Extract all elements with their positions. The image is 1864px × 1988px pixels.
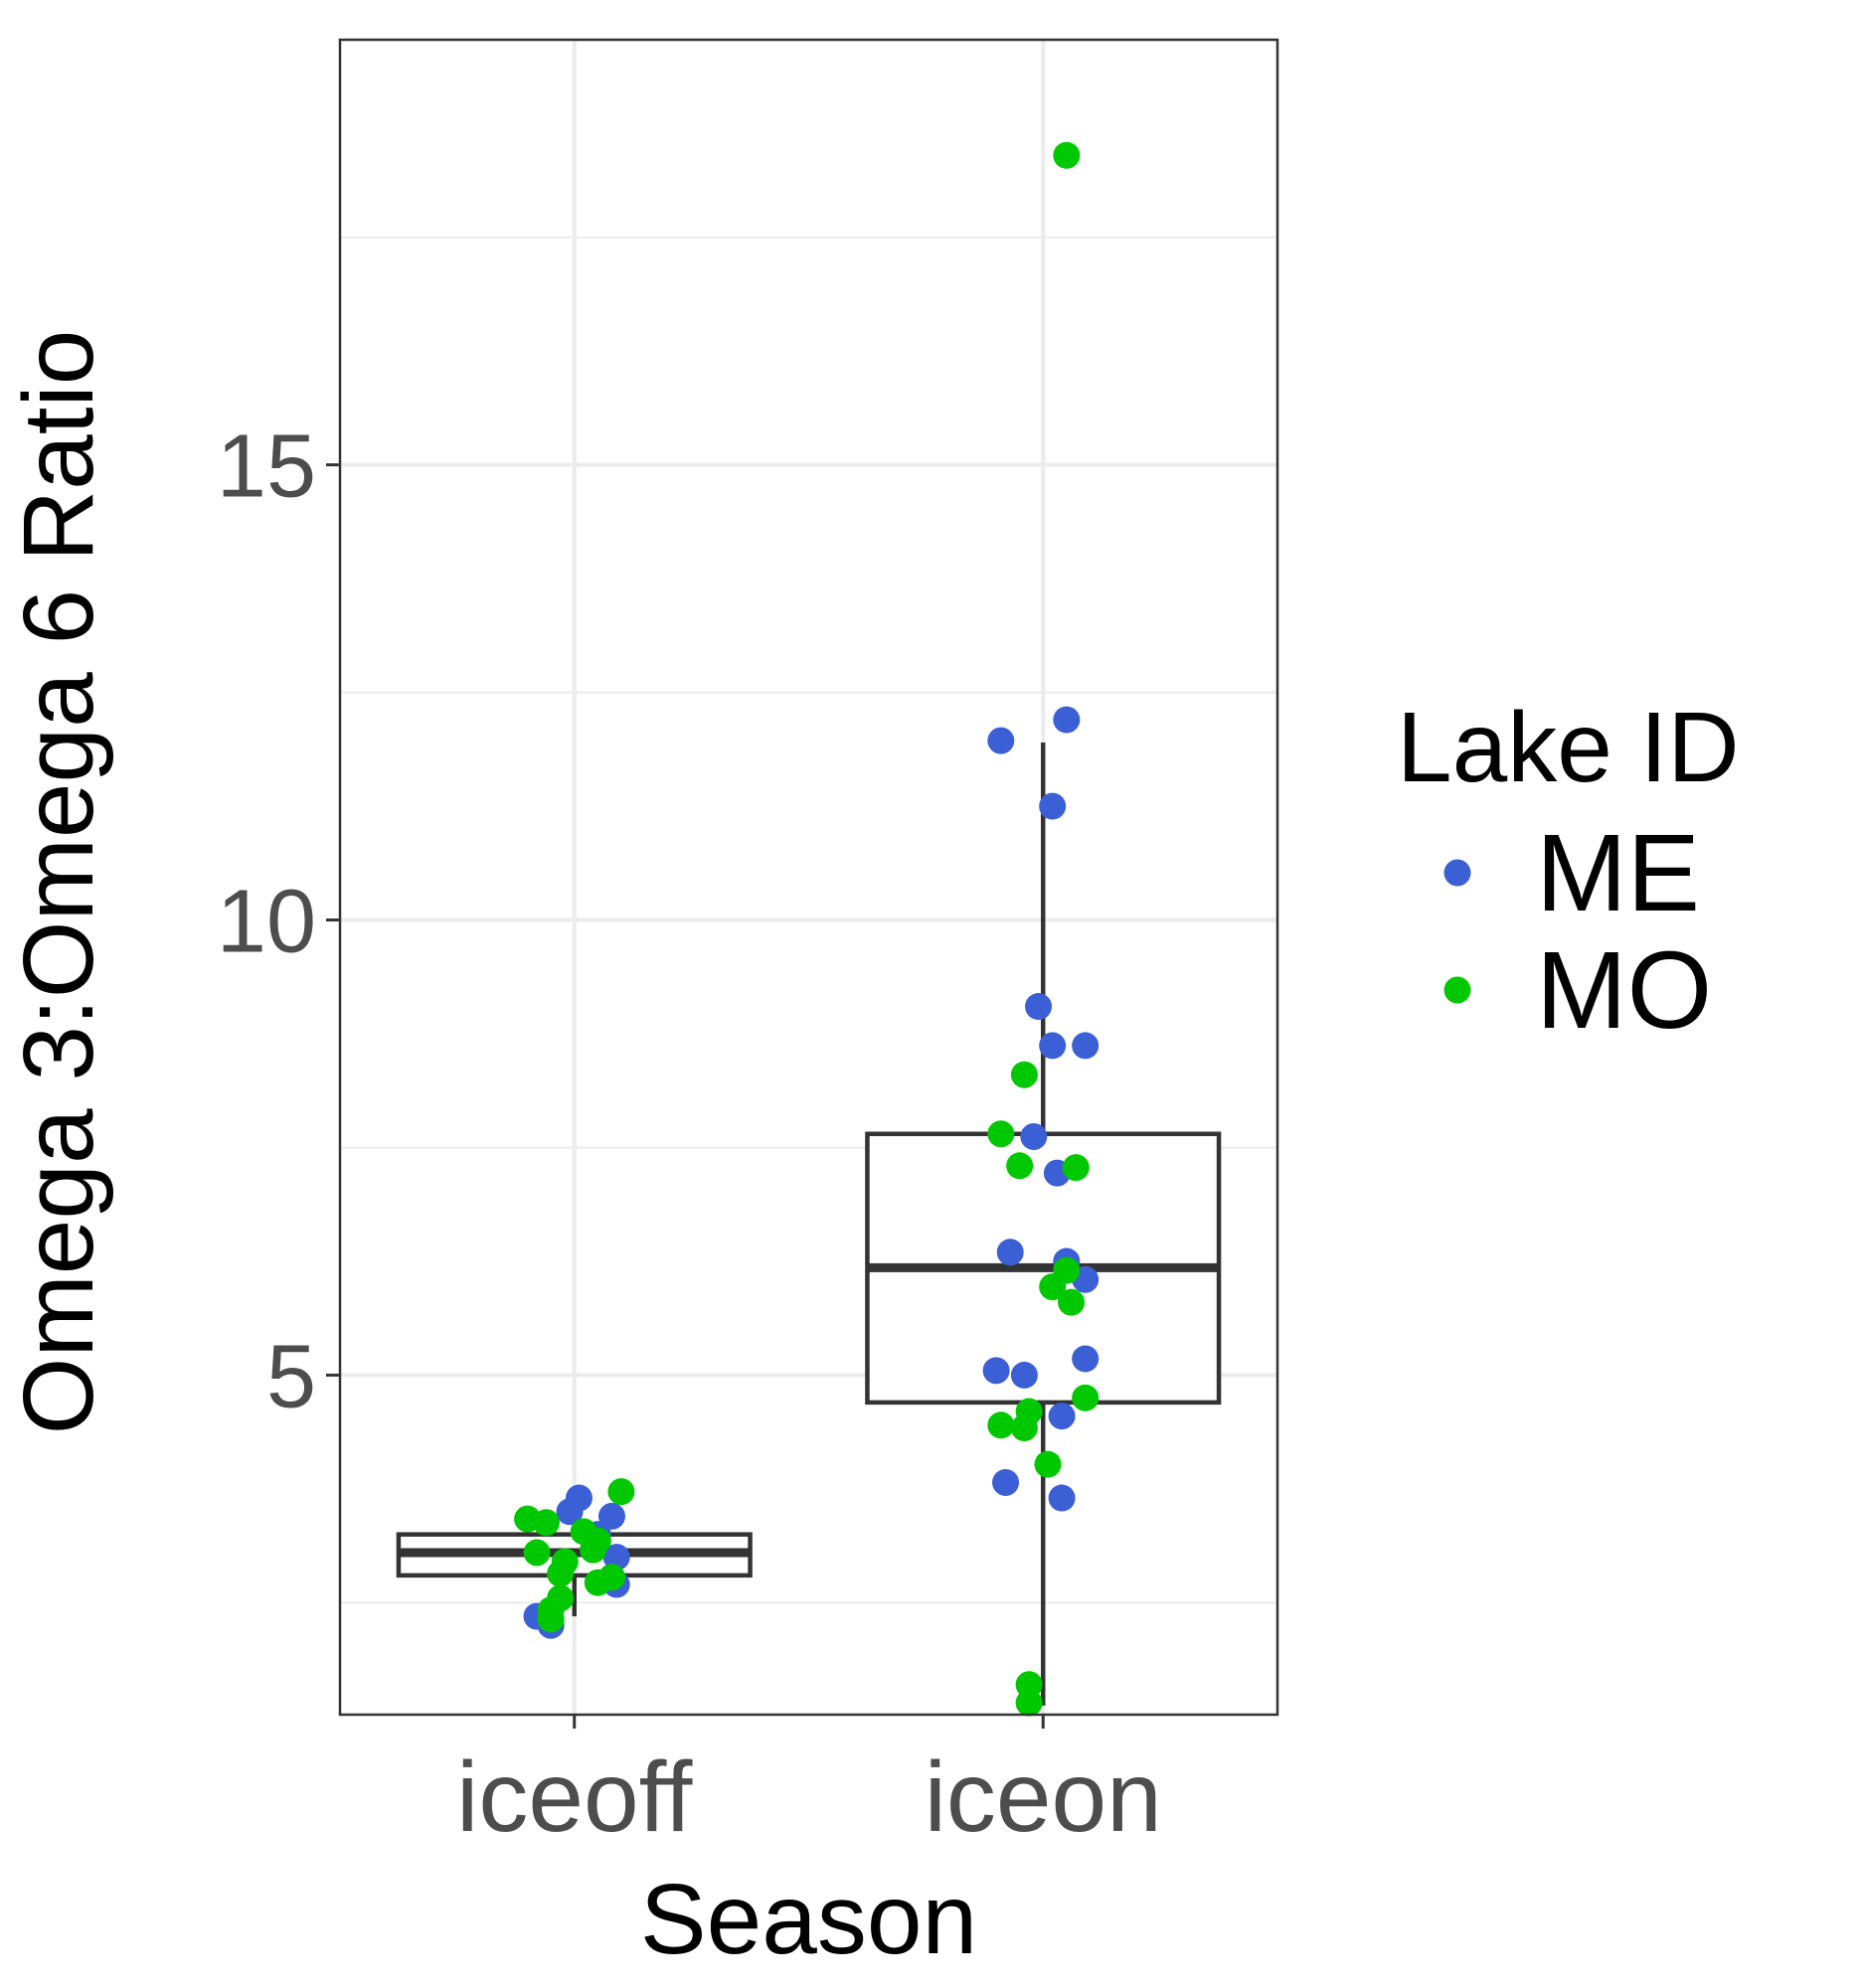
panel-background — [340, 40, 1277, 1715]
data-point-me — [602, 1544, 630, 1572]
x-tick-label: iceon — [925, 1741, 1162, 1853]
data-point-mo — [1053, 141, 1081, 169]
data-point-me — [1053, 706, 1081, 734]
panel-border — [338, 38, 1279, 1717]
data-point-mo — [532, 1509, 560, 1537]
data-point-mo — [1062, 1154, 1090, 1182]
data-point-mo — [1010, 1414, 1038, 1442]
plot-panel — [338, 38, 1279, 1717]
data-point-me — [987, 727, 1015, 754]
data-point-me — [1048, 1403, 1076, 1430]
data-point-mo — [987, 1120, 1015, 1148]
y-tick-label: 10 — [217, 873, 316, 972]
data-point-me — [1048, 1484, 1076, 1512]
data-point-me — [1025, 993, 1053, 1021]
data-point-mo — [537, 1605, 565, 1633]
grid-minor — [340, 236, 1277, 1604]
legend-label-mo: MO — [1536, 929, 1712, 1052]
data-point-me — [1020, 1122, 1048, 1150]
legend-key-mo — [1443, 976, 1471, 1004]
legend-label-me: ME — [1536, 812, 1700, 934]
legend-title: Lake ID — [1397, 692, 1740, 803]
y-tick-label: 5 — [266, 1327, 316, 1426]
legend-key-me — [1443, 859, 1471, 887]
data-point-me — [1039, 792, 1067, 820]
data-point-me — [996, 1239, 1024, 1266]
data-point-mo — [1015, 1689, 1043, 1717]
data-point-me — [992, 1468, 1020, 1496]
x-axis: iceoff iceon — [456, 1715, 1162, 1853]
data-point-me — [1072, 1032, 1100, 1060]
y-tick-label: 15 — [217, 417, 316, 517]
boxes — [396, 742, 1222, 1706]
data-point-mo — [1006, 1152, 1034, 1180]
y-axis: 5 10 15 — [217, 417, 340, 1426]
data-point-me — [1072, 1345, 1100, 1373]
data-points — [514, 141, 1100, 1717]
data-point-mo — [523, 1539, 551, 1567]
data-point-me — [1010, 1361, 1038, 1389]
data-point-mo — [1058, 1288, 1086, 1316]
y-axis-title: Omega 3:Omega 6 Ratio — [3, 330, 114, 1435]
data-point-mo — [987, 1411, 1015, 1439]
data-point-me — [597, 1502, 625, 1530]
data-point-mo — [1010, 1061, 1038, 1088]
data-point-mo — [607, 1478, 635, 1506]
data-point-mo — [584, 1569, 611, 1596]
data-point-mo — [1072, 1384, 1100, 1411]
x-axis-title: Season — [640, 1864, 977, 1975]
data-point-me — [982, 1357, 1010, 1385]
data-point-mo — [547, 1560, 575, 1587]
x-tick-label: iceoff — [456, 1741, 692, 1853]
data-point-mo — [580, 1536, 607, 1564]
data-point-mo — [1039, 1273, 1067, 1301]
data-point-me — [1039, 1032, 1067, 1060]
box-iceon — [865, 742, 1222, 1706]
data-point-mo — [1034, 1450, 1062, 1478]
data-point-me — [556, 1498, 584, 1526]
